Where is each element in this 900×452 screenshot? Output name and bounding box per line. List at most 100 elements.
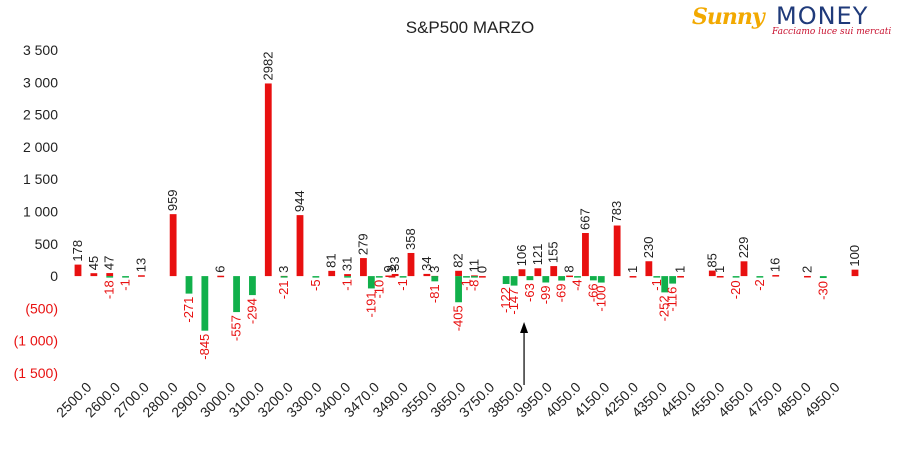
put-bar (367, 276, 375, 289)
call-bar (582, 233, 589, 277)
call-data-label: 9 (381, 265, 396, 272)
call-bar (360, 258, 367, 277)
put-data-label: -122 (498, 287, 513, 313)
call-data-label: 959 (165, 189, 180, 211)
logo-tagline: Facciamo luce sui mercati (772, 27, 892, 37)
put-data-label: -2 (752, 279, 767, 291)
call-bar (740, 261, 748, 277)
y-tick-label: 0 (50, 268, 58, 284)
put-data-label: -557 (229, 315, 244, 341)
put-bar (185, 276, 193, 294)
chart-title: S&P500 MARZO (406, 18, 535, 37)
put-data-label: -20 (728, 280, 743, 299)
call-bar (708, 270, 716, 277)
call-bar (613, 225, 621, 277)
call-data-label: 16 (768, 258, 783, 272)
put-data-label: -69 (554, 284, 569, 303)
put-data-label: -1 (649, 279, 664, 291)
put-data-label: -30 (815, 281, 830, 300)
put-bar (653, 276, 661, 278)
call-data-label: 3 (427, 266, 442, 273)
call-bar (328, 270, 336, 277)
call-bar (344, 274, 351, 277)
call-data-label: 230 (641, 237, 656, 259)
put-bar (756, 276, 764, 278)
annotation-arrow-head (520, 322, 529, 333)
call-data-label: 31 (340, 257, 355, 271)
put-data-label: -147 (506, 289, 521, 315)
call-bar (716, 276, 724, 278)
call-bar (423, 273, 431, 277)
put-data-label: -1 (395, 279, 410, 291)
call-bar (629, 276, 637, 278)
call-data-label: 155 (546, 241, 561, 263)
put-bar (280, 276, 288, 278)
call-data-label: 121 (530, 244, 545, 266)
put-data-label: -191 (363, 291, 378, 317)
put-bar (502, 276, 510, 284)
call-bar (677, 276, 684, 278)
put-bar (542, 276, 550, 283)
call-bar (391, 273, 399, 277)
put-data-label: -99 (538, 285, 553, 304)
call-data-label: 279 (355, 233, 370, 255)
put-bar (463, 276, 470, 278)
put-bar (375, 276, 383, 278)
call-bar (478, 276, 486, 278)
call-bar (772, 275, 780, 277)
call-bar (138, 275, 145, 277)
put-data-label: -66 (585, 283, 600, 302)
call-bar (455, 270, 462, 277)
call-bar (74, 264, 82, 277)
call-bar (106, 273, 114, 277)
put-bar (431, 276, 439, 282)
call-bar (296, 215, 304, 277)
put-bar (819, 276, 827, 279)
call-data-label: 81 (324, 253, 339, 267)
put-bar (106, 276, 114, 278)
call-data-label: 33 (387, 256, 402, 270)
put-data-label: -252 (657, 295, 672, 321)
call-bar (550, 266, 558, 277)
put-data-label: -4 (570, 279, 585, 291)
put-data-label: -5 (308, 279, 323, 291)
call-data-label: 82 (451, 253, 466, 267)
call-data-label: 45 (86, 256, 101, 270)
put-bar (510, 276, 518, 286)
call-bar (264, 83, 272, 277)
call-data-label: 229 (736, 237, 751, 259)
put-data-label: -1 (459, 279, 474, 291)
call-data-label: 1 (625, 266, 640, 273)
y-tick-label: 2 000 (23, 139, 58, 155)
put-bar (122, 276, 129, 278)
y-tick-label: 500 (35, 236, 59, 252)
sunny-money-logo: Sunny MONEY Facciamo luce sui mercati (692, 2, 892, 42)
put-data-label: -100 (593, 286, 608, 312)
put-data-label: -63 (522, 283, 537, 302)
put-data-label: -116 (665, 287, 680, 312)
y-tick-label: 1 000 (23, 204, 58, 220)
y-tick-label: 3 000 (23, 74, 58, 90)
call-data-label: 3 (276, 266, 291, 273)
call-bar (645, 261, 653, 277)
call-data-label: 11 (466, 259, 481, 273)
put-data-label: -845 (197, 334, 212, 360)
call-bar (90, 273, 98, 277)
put-data-label: -1 (340, 279, 355, 291)
put-bar (455, 276, 462, 303)
call-data-label: 6 (213, 265, 228, 272)
call-data-label: 1 (384, 266, 399, 273)
call-data-label: 47 (102, 256, 117, 270)
put-bar (558, 276, 566, 281)
call-data-label: 34 (419, 256, 434, 270)
put-data-label: -405 (451, 305, 466, 331)
call-data-label: 667 (577, 208, 592, 230)
call-bar (388, 276, 396, 278)
call-data-label: 1 (712, 266, 727, 273)
put-bar (526, 276, 534, 281)
put-bar (589, 276, 597, 281)
logo-brand-left: Sunny (692, 4, 765, 30)
call-data-label: 2 (799, 266, 814, 273)
y-tick-label: 3 500 (23, 42, 58, 58)
call-bar (407, 252, 415, 277)
